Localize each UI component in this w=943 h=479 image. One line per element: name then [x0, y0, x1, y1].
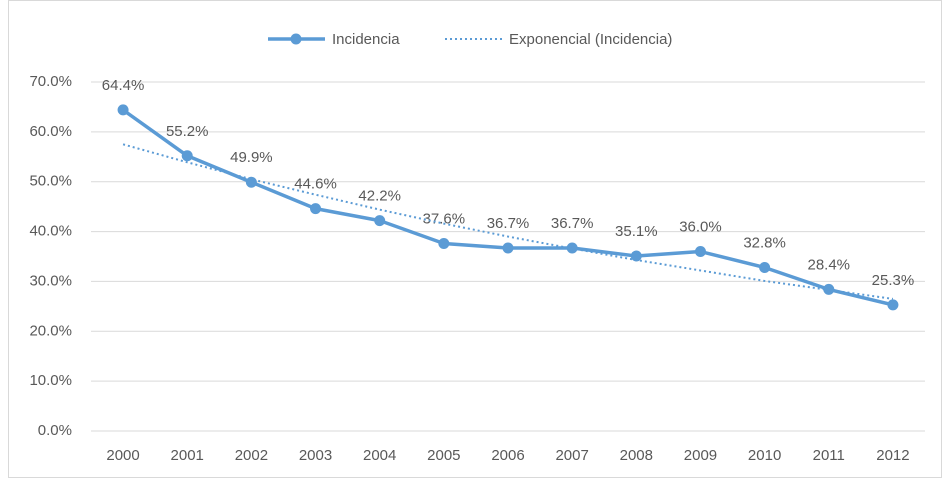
- y-tick-label: 20.0%: [29, 322, 72, 339]
- x-tick-label: 2004: [363, 447, 396, 464]
- legend-label: Incidencia: [332, 31, 400, 48]
- x-tick-label: 2011: [813, 447, 845, 464]
- data-label: 36.7%: [487, 215, 530, 232]
- data-label: 37.6%: [423, 211, 466, 228]
- y-tick-label: 30.0%: [29, 272, 72, 289]
- point: [502, 242, 514, 254]
- data-label: 49.9%: [230, 149, 273, 166]
- y-tick-label: 0.0%: [38, 422, 72, 439]
- x-tick-label: 2003: [299, 447, 332, 464]
- point: [181, 150, 193, 162]
- legend-label: Exponencial (Incidencia): [509, 31, 672, 48]
- point: [630, 250, 642, 262]
- data-label: 32.8%: [743, 234, 786, 251]
- y-tick-label: 60.0%: [29, 123, 72, 140]
- chart-border: [8, 0, 942, 478]
- legend-marker: [290, 33, 302, 45]
- point: [438, 238, 450, 250]
- y-tick-label: 50.0%: [29, 173, 72, 190]
- point: [310, 203, 322, 215]
- point: [117, 104, 129, 116]
- x-tick-label: 2005: [427, 447, 460, 464]
- data-label: 44.6%: [294, 176, 337, 193]
- data-label: 28.4%: [807, 256, 850, 273]
- y-tick-label: 40.0%: [29, 223, 72, 240]
- point: [245, 176, 257, 188]
- x-tick-label: 2001: [171, 447, 204, 464]
- point: [374, 215, 386, 227]
- series-line: [122, 108, 894, 307]
- data-label: 25.3%: [872, 272, 915, 289]
- point: [694, 246, 706, 258]
- data-label: 36.7%: [551, 215, 594, 232]
- point: [759, 261, 771, 273]
- data-label: 55.2%: [166, 123, 209, 140]
- y-tick-label: 70.0%: [29, 73, 72, 90]
- series-line: [122, 143, 894, 300]
- data-label: 35.1%: [615, 223, 658, 240]
- x-tick-label: 2007: [555, 447, 588, 464]
- data-label: 36.0%: [679, 218, 722, 235]
- point: [887, 299, 899, 311]
- x-tick-label: 2008: [620, 447, 653, 464]
- x-tick-label: 2012: [876, 447, 909, 464]
- x-tick-label: 2002: [235, 447, 268, 464]
- x-tick-label: 2006: [491, 447, 524, 464]
- data-label: 42.2%: [358, 188, 401, 205]
- data-label: 64.4%: [102, 77, 145, 94]
- y-tick-label: 10.0%: [29, 372, 72, 389]
- x-tick-label: 2009: [684, 447, 717, 464]
- x-tick-label: 2000: [106, 447, 139, 464]
- x-tick-label: 2010: [748, 447, 781, 464]
